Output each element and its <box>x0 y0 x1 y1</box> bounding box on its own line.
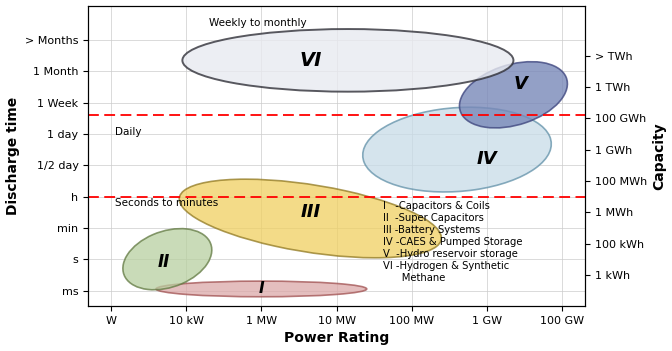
Text: IV -CAES & Pumped Storage: IV -CAES & Pumped Storage <box>383 237 523 247</box>
Ellipse shape <box>363 107 551 192</box>
Text: V  -Hydro reservoir storage: V -Hydro reservoir storage <box>383 249 518 259</box>
Ellipse shape <box>179 179 442 258</box>
Y-axis label: Capacity: Capacity <box>653 122 667 190</box>
Text: V: V <box>514 75 528 93</box>
Text: III: III <box>300 203 321 221</box>
Text: I: I <box>259 282 264 297</box>
Ellipse shape <box>156 281 367 297</box>
Text: IV: IV <box>477 150 497 168</box>
Text: VI: VI <box>299 51 321 70</box>
Text: VI -Hydrogen & Synthetic: VI -Hydrogen & Synthetic <box>383 261 509 271</box>
Ellipse shape <box>123 229 212 290</box>
Text: I   -Capacitors & Coils: I -Capacitors & Coils <box>383 201 490 211</box>
Ellipse shape <box>460 62 567 128</box>
Text: Methane: Methane <box>383 273 446 283</box>
Text: III -Battery Systems: III -Battery Systems <box>383 225 480 235</box>
Text: Daily: Daily <box>115 127 141 137</box>
Text: II  -Super Capacitors: II -Super Capacitors <box>383 213 484 223</box>
Ellipse shape <box>182 29 513 92</box>
Text: Weekly to monthly: Weekly to monthly <box>209 18 306 28</box>
Text: II: II <box>157 253 170 271</box>
Text: Seconds to minutes: Seconds to minutes <box>115 198 218 208</box>
X-axis label: Power Rating: Power Rating <box>284 331 389 345</box>
Y-axis label: Discharge time: Discharge time <box>5 97 19 215</box>
